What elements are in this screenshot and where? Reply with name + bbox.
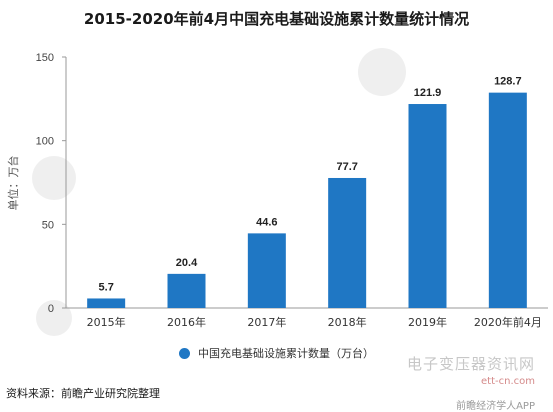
data-label: 121.9 xyxy=(414,87,442,99)
y-tick-label: 0 xyxy=(48,303,54,315)
data-label: 128.7 xyxy=(494,76,522,88)
x-tick-label: 2019年 xyxy=(408,315,447,329)
y-tick-label: 150 xyxy=(36,52,54,64)
data-label: 5.7 xyxy=(99,281,114,293)
bar xyxy=(247,233,286,308)
x-tick-label: 2016年 xyxy=(167,315,206,329)
bar xyxy=(328,177,367,308)
bar xyxy=(408,104,447,309)
x-tick-label: 2018年 xyxy=(328,315,367,329)
watermark-logo xyxy=(32,48,406,336)
watermark-line-1: 电子变压器资讯网 xyxy=(406,355,535,373)
y-tick-label: 100 xyxy=(36,136,54,148)
x-tick-label: 2020年前4月 xyxy=(474,315,542,329)
data-label: 77.7 xyxy=(336,161,357,173)
chart-title: 2015-2020年前4月中国充电基础设施累计数量统计情况 xyxy=(83,10,470,28)
y-axis-title: 单位：万台 xyxy=(6,156,20,211)
bar xyxy=(87,298,126,308)
data-label: 44.6 xyxy=(256,216,277,228)
legend: 中国充电基础设施累计数量（万台） xyxy=(0,345,553,361)
bar xyxy=(167,273,206,308)
source-note: 资料来源：前瞻产业研究院整理 xyxy=(6,387,160,400)
legend-label: 中国充电基础设施累计数量（万台） xyxy=(198,347,374,360)
bar xyxy=(488,92,527,308)
x-tick-label: 2017年 xyxy=(247,315,286,329)
x-tick-label: 2015年 xyxy=(87,315,126,329)
watermark-line-3: 前瞻经济学人APP xyxy=(456,401,535,412)
legend-swatch xyxy=(179,347,190,359)
y-tick-label: 50 xyxy=(42,219,54,231)
watermark-text: 电子变压器资讯网 ett-cn.com 前瞻经济学人APP xyxy=(407,353,535,412)
watermark-line-2: ett-cn.com xyxy=(481,376,535,387)
data-label: 20.4 xyxy=(176,257,198,269)
